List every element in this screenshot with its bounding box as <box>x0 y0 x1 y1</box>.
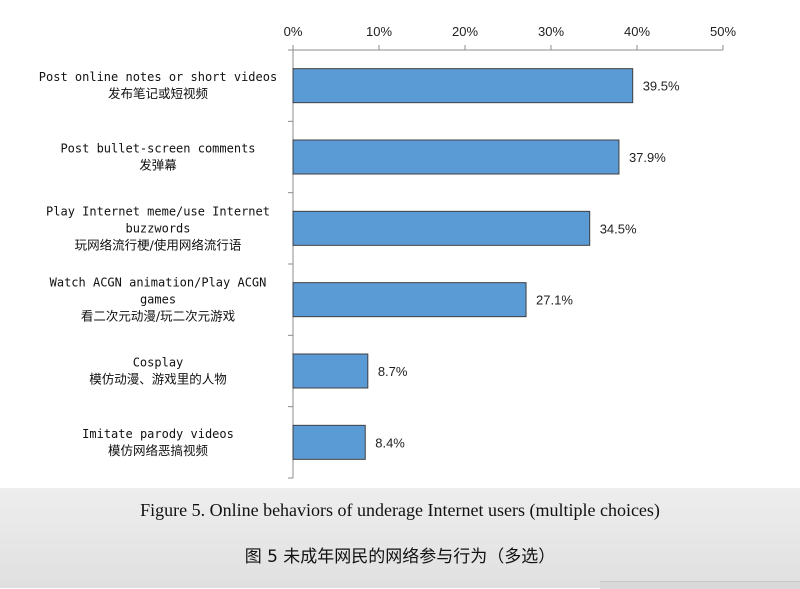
category-label-english: Cosplay <box>133 356 184 370</box>
bar <box>292 139 620 175</box>
category-label-english: Imitate parody videos <box>82 427 234 441</box>
category-label-chinese: 发布笔记或短视频 <box>108 86 209 101</box>
chart-panel: 0% 10% 20% 30% 40% 50% 39.5% Post online notes … <box>38 24 737 479</box>
category-label-english: games <box>140 293 176 307</box>
x-tick-label: 40% <box>624 24 650 39</box>
category-label-chinese: 玩网络流行梗/使用网络流行语 <box>75 237 242 252</box>
category-label-chinese: 模仿动漫、游戏里的人物 <box>89 372 227 387</box>
figure-caption-chinese: 图 5 未成年网民的网络参与行为（多选） <box>244 547 556 567</box>
data-label: 8.4% <box>375 435 405 450</box>
bar <box>292 68 634 104</box>
data-label: 37.9% <box>629 150 666 165</box>
x-tick-label: 10% <box>366 24 392 39</box>
data-label: 27.1% <box>536 293 573 308</box>
category-label-english: Watch ACGN animation/Play ACGN <box>50 276 267 290</box>
bar <box>292 424 366 460</box>
bar <box>292 353 369 389</box>
page-edge-shadow <box>600 581 800 589</box>
bar-chart: 0% 10% 20% 30% 40% 50% 39.5% Post online notes … <box>39 24 736 479</box>
data-label: 34.5% <box>600 221 637 236</box>
category-label-chinese: 发弹幕 <box>139 158 177 173</box>
x-tick-label: 30% <box>538 24 564 39</box>
figure-caption-english: Figure 5. Online behaviors of underage I… <box>140 500 660 520</box>
x-tick-label: 20% <box>452 24 478 39</box>
x-tick-label: 0% <box>284 24 303 39</box>
data-label: 39.5% <box>643 79 680 94</box>
bar <box>292 210 591 246</box>
category-label-english: buzzwords <box>125 221 190 235</box>
category-label-chinese: 模仿网络恶搞视频 <box>108 443 209 458</box>
category-label-english: Post bullet-screen comments <box>60 142 255 156</box>
category-label-chinese: 看二次元动漫/玩二次元游戏 <box>81 309 235 324</box>
x-tick-label: 50% <box>710 24 736 39</box>
category-label-english: Play Internet meme/use Internet <box>46 204 270 218</box>
category-label-english: Post online notes or short videos <box>39 70 277 84</box>
data-label: 8.7% <box>378 364 408 379</box>
bar <box>292 282 527 318</box>
